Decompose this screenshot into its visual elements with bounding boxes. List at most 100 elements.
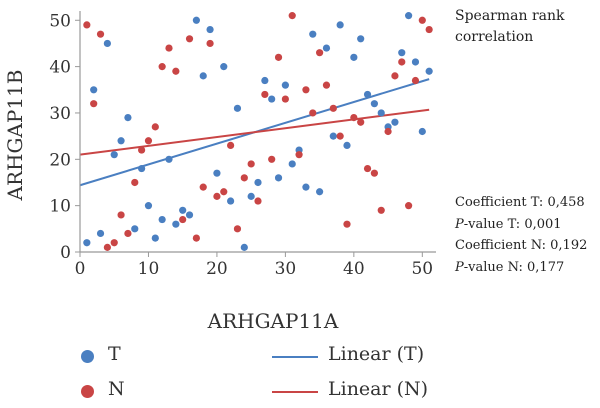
point-n — [411, 76, 420, 85]
point-t — [322, 44, 331, 52]
point-t — [240, 243, 248, 251]
point-t — [329, 132, 337, 140]
point-t — [185, 211, 194, 219]
x-tick-label: 50 — [411, 259, 433, 279]
y-tick-label: 40 — [49, 58, 71, 78]
point-t — [227, 197, 235, 205]
x-tick-label: 20 — [206, 259, 228, 279]
coefficient-t: Coefficient T: 0,458 — [455, 192, 587, 214]
x-axis-label: ARHGAP11A — [207, 309, 339, 333]
point-n — [158, 63, 166, 71]
coef-n-label: Coefficient N: — [455, 238, 551, 253]
point-n — [90, 100, 98, 108]
point-t — [350, 53, 358, 61]
point-n — [336, 132, 344, 140]
point-n — [151, 123, 159, 131]
point-n — [165, 44, 173, 52]
point-n — [357, 118, 365, 126]
point-t — [110, 151, 118, 159]
point-n — [405, 202, 413, 210]
point-n — [391, 72, 399, 80]
point-t — [357, 35, 365, 43]
point-n — [213, 192, 221, 200]
point-n — [363, 164, 372, 173]
point-n — [179, 215, 187, 224]
trendline-layer — [79, 78, 430, 187]
point-n — [124, 229, 132, 238]
point-t — [363, 90, 372, 99]
point-t — [213, 169, 221, 177]
point-t — [405, 12, 413, 20]
coef-n-value: 0,192 — [550, 238, 588, 253]
point-t — [199, 72, 207, 80]
point-t — [165, 155, 173, 163]
point-n — [370, 169, 378, 177]
point-n — [288, 12, 296, 20]
point-t — [274, 174, 283, 182]
point-n — [227, 141, 235, 150]
point-n — [329, 104, 337, 112]
point-t — [309, 30, 317, 38]
point-t — [144, 202, 153, 210]
point-t — [206, 25, 214, 34]
point-t — [124, 113, 132, 122]
point-t — [268, 95, 276, 103]
point-t — [411, 58, 420, 66]
p-t-label: -value T: — [463, 216, 525, 232]
p-n-value: 0,177 — [527, 259, 565, 275]
p-t-value: 0,001 — [524, 216, 562, 232]
point-t — [398, 49, 406, 57]
point-n — [220, 188, 228, 196]
point-n — [268, 155, 276, 163]
point-n — [117, 211, 125, 219]
point-t — [261, 76, 269, 85]
point-n — [350, 113, 358, 122]
point-n — [144, 137, 153, 145]
point-t — [425, 67, 433, 75]
legend-linear-n-label: Linear (N) — [328, 378, 429, 400]
point-n — [83, 21, 91, 29]
point-n — [172, 67, 180, 75]
point-t — [281, 81, 289, 89]
point-n — [110, 239, 118, 247]
point-n — [322, 81, 331, 89]
legend-n-label: N — [108, 378, 125, 400]
point-n — [138, 146, 146, 154]
legend-t-marker — [81, 350, 94, 363]
points-layer — [83, 12, 433, 251]
point-t — [316, 188, 324, 196]
y-tick-label: 0 — [60, 243, 71, 263]
point-t — [83, 239, 91, 247]
point-t — [151, 234, 159, 242]
point-n — [384, 127, 392, 136]
point-n — [96, 30, 105, 38]
point-t — [103, 39, 111, 48]
point-t — [192, 16, 200, 24]
y-axis-label: ARHGAP11B — [3, 70, 27, 202]
point-t — [288, 160, 296, 168]
legend-linear-t-label: Linear (T) — [328, 343, 425, 365]
p-value-t: P-value T: 0,001 — [455, 214, 587, 236]
axes-layer: 0 10 20 30 40 50 0 10 20 30 40 50 — [49, 11, 436, 279]
p-n-label: -value N: — [463, 259, 528, 275]
point-t — [254, 178, 262, 187]
point-n — [240, 174, 248, 182]
point-t — [138, 164, 146, 173]
point-n — [425, 25, 433, 34]
point-n — [295, 151, 303, 159]
coefficient-n: Coefficient N: 0,192 — [455, 235, 587, 257]
point-t — [336, 21, 344, 29]
point-t — [158, 215, 166, 224]
coef-t-value: 0,458 — [547, 195, 585, 210]
point-n — [274, 53, 283, 61]
point-n — [281, 95, 289, 103]
x-tick-label: 0 — [75, 259, 86, 279]
point-t — [90, 86, 98, 94]
legend-linear-t-line — [272, 356, 318, 358]
point-n — [206, 39, 214, 48]
point-t — [220, 63, 228, 71]
point-n — [377, 206, 385, 214]
legend-t-label: T — [108, 343, 121, 365]
point-t — [131, 225, 139, 233]
